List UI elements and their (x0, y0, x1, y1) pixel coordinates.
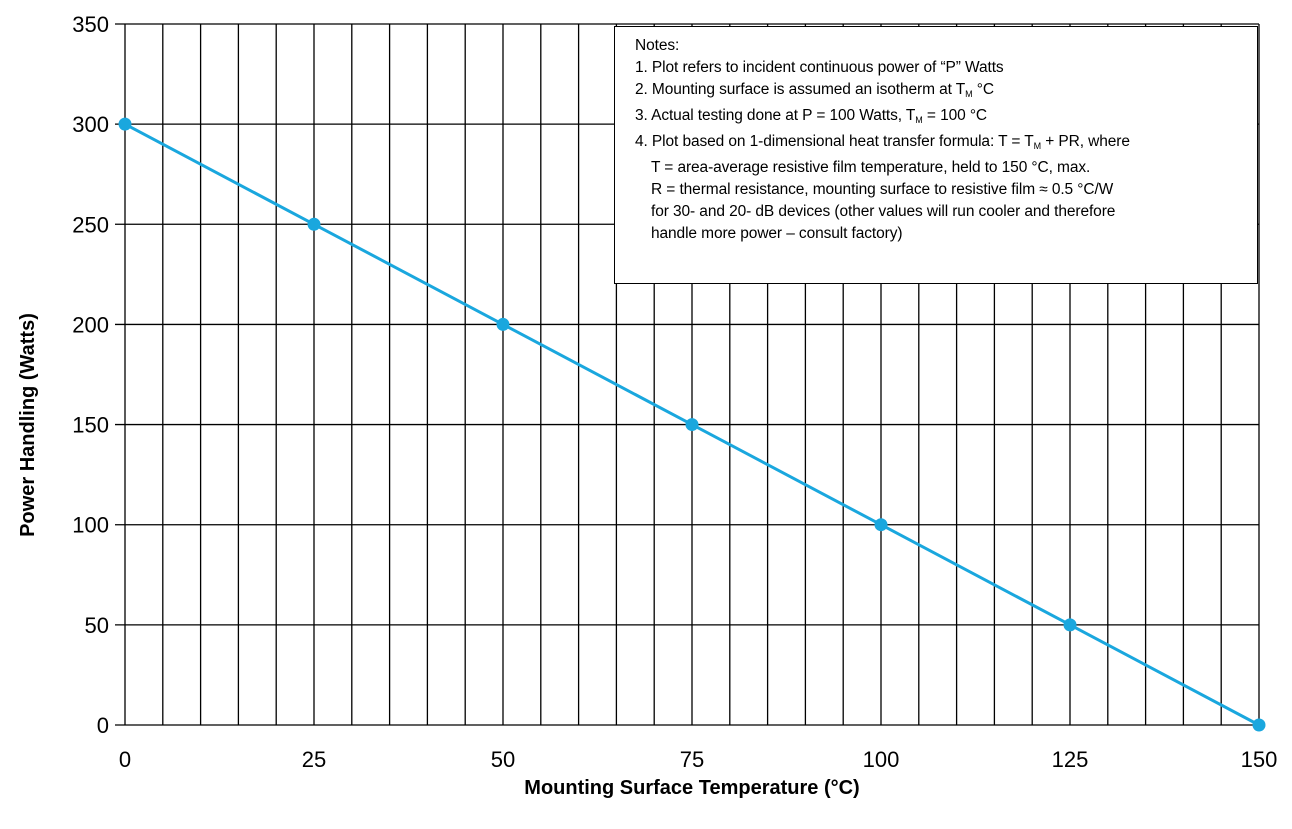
y-tick-labels: 0 50 100 150 200 250 300 350 (72, 12, 109, 738)
y-tick-label: 100 (72, 513, 109, 538)
data-point (118, 117, 132, 131)
note-2-unit: °C (972, 81, 994, 98)
note-4-devices: for 30- and 20- dB devices (other values… (651, 203, 1116, 220)
x-tick-label: 25 (302, 747, 326, 772)
data-point (685, 418, 699, 432)
data-point (307, 217, 321, 231)
note-1: 1. Plot refers to incident continuous po… (635, 59, 1004, 76)
y-tick-label: 150 (72, 413, 109, 438)
y-tick-label: 0 (97, 713, 109, 738)
note-4-subscript: M (1033, 141, 1042, 151)
x-tick-label: 125 (1052, 747, 1089, 772)
data-point (496, 317, 510, 331)
note-3-subscript: M (915, 115, 923, 125)
note-2: 2. Mounting surface is assumed an isothe… (635, 79, 1247, 105)
notes-annotation: Notes: 1. Plot refers to incident contin… (614, 26, 1258, 284)
y-tick-label: 50 (85, 613, 109, 638)
note-2-subscript: M (965, 89, 973, 99)
note-2-text: 2. Mounting surface is assumed an isothe… (635, 81, 966, 98)
note-3-text: 3. Actual testing done at P = 100 Watts,… (635, 107, 916, 124)
notes-title: Notes: (635, 37, 680, 54)
data-point (1252, 718, 1266, 732)
note-4-r-definition: R = thermal resistance, mounting surface… (651, 181, 1114, 198)
y-tick-label: 300 (72, 112, 109, 137)
x-axis-title: Mounting Surface Temperature (°C) (524, 777, 859, 799)
y-tick-label: 250 (72, 212, 109, 237)
x-tick-label: 75 (680, 747, 704, 772)
x-tick-label: 50 (491, 747, 515, 772)
data-point (874, 518, 888, 532)
y-axis-title: Power Handling (Watts) (17, 313, 39, 537)
x-tick-label: 0 (119, 747, 131, 772)
note-3: 3. Actual testing done at P = 100 Watts,… (635, 105, 1247, 131)
note-4-consult: handle more power – consult factory) (651, 225, 903, 242)
note-3-rest: = 100 °C (922, 107, 988, 124)
note-4: 4. Plot based on 1-dimensional heat tran… (635, 131, 1247, 157)
note-4-t-definition: T = area-average resistive film temperat… (651, 159, 1091, 176)
note-4-rest: + PR, where (1041, 133, 1130, 150)
y-tick-label: 350 (72, 12, 109, 37)
series (118, 117, 1266, 732)
note-4-text: 4. Plot based on 1-dimensional heat tran… (635, 133, 1034, 150)
data-point (1063, 618, 1077, 632)
x-tick-labels: 0 25 50 75 100 125 150 (119, 747, 1277, 772)
x-tick-label: 100 (863, 747, 900, 772)
y-tick-label: 200 (72, 312, 109, 337)
x-tick-label: 150 (1241, 747, 1278, 772)
